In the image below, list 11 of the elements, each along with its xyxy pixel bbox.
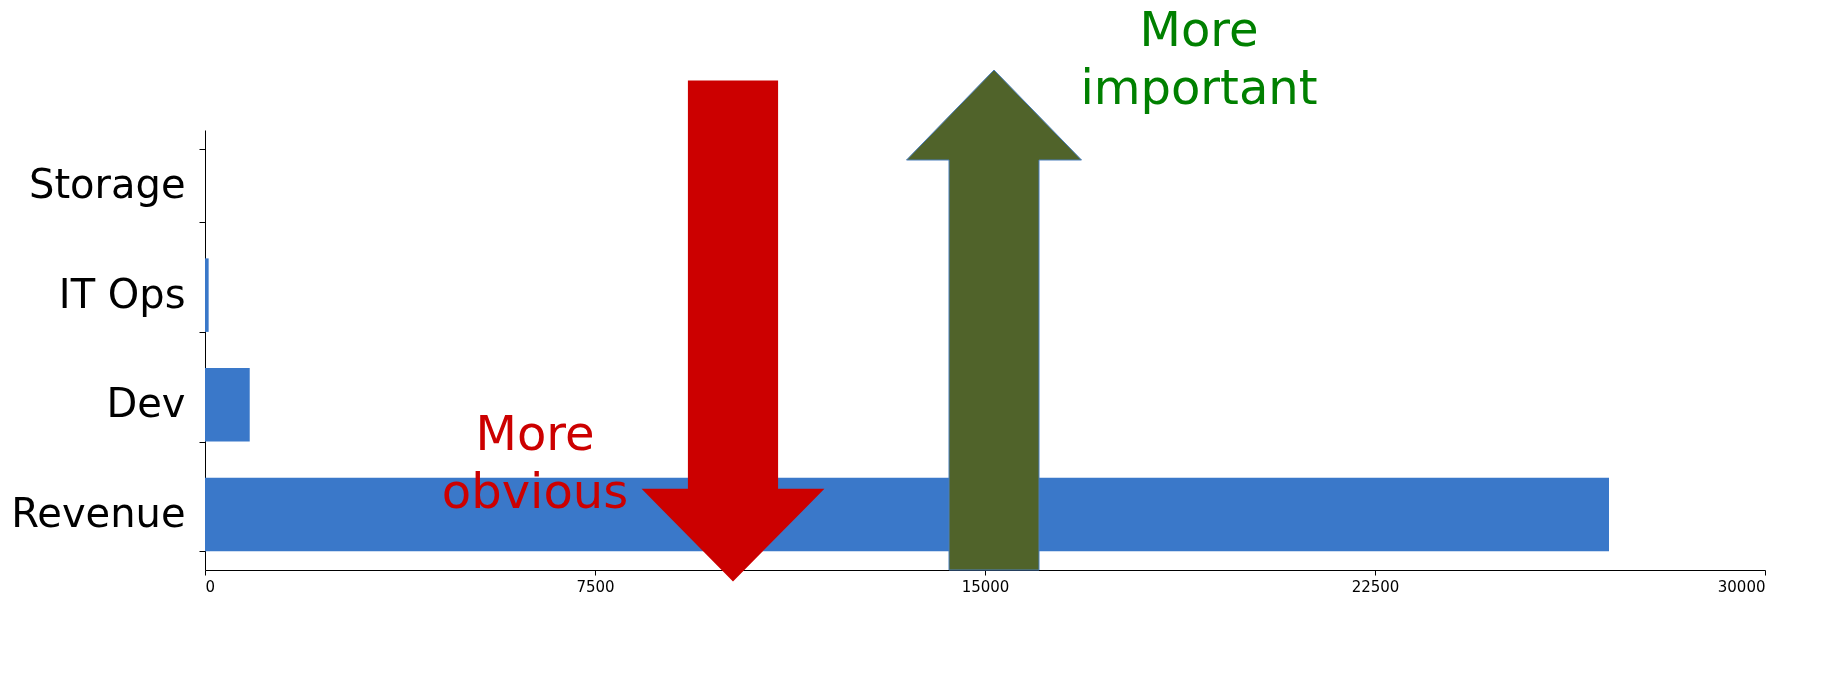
annotation: More obvious bbox=[441, 405, 629, 519]
x-tick-label: 30000 bbox=[1717, 577, 1766, 596]
x-tick-label: 15000 bbox=[961, 577, 1010, 596]
y-tick-label: IT Ops bbox=[58, 270, 186, 317]
y-tick-label: Revenue bbox=[11, 490, 186, 537]
text: More important bbox=[1080, 1, 1318, 115]
x-tick-label: 0 bbox=[205, 577, 216, 596]
y-tick-label: Storage bbox=[28, 160, 186, 207]
x-tick-label: 22500 bbox=[1351, 577, 1400, 596]
y-tick-label: Dev bbox=[106, 380, 186, 427]
x-tick-label: 7500 bbox=[576, 577, 615, 596]
